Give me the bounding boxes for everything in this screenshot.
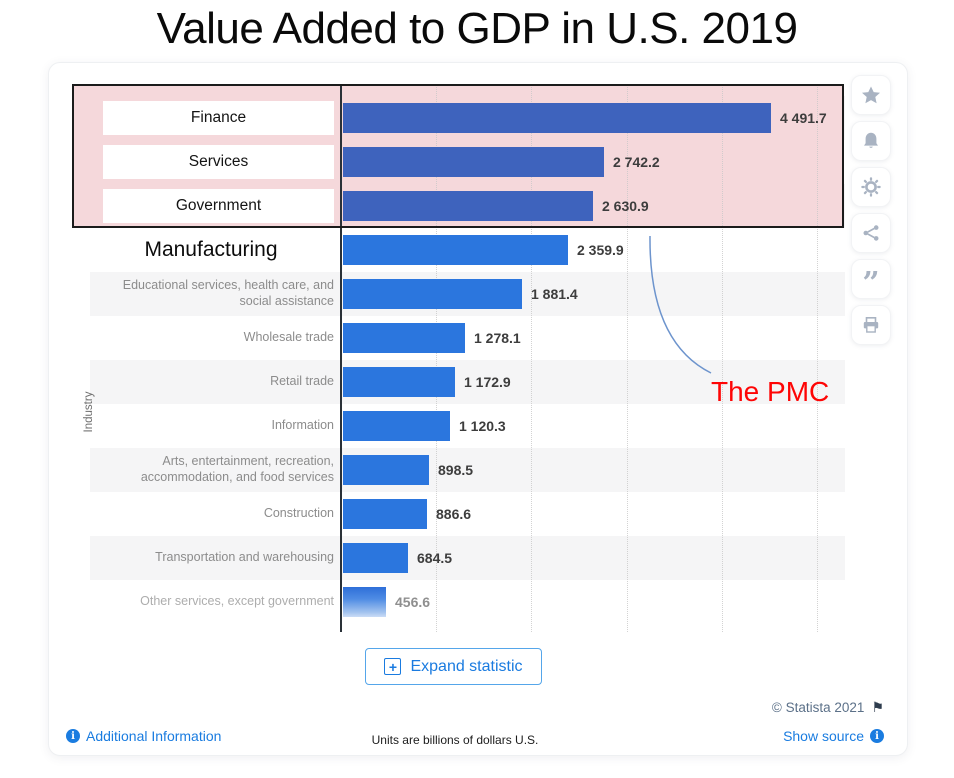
highlight-label-box: Finance	[103, 101, 334, 135]
bar[interactable]	[343, 147, 604, 177]
gridline	[436, 84, 437, 632]
value-label: 2 630.9	[602, 198, 649, 214]
category-label: Other services, except government	[140, 594, 334, 609]
bar[interactable]	[343, 235, 568, 265]
annotation-label: The PMC	[711, 376, 830, 407]
gridline	[817, 84, 818, 632]
bar[interactable]	[343, 367, 455, 397]
category-label: Manufacturing	[144, 237, 278, 261]
value-label: 1 278.1	[474, 330, 521, 346]
row-stripe	[90, 536, 845, 580]
bar[interactable]	[343, 279, 522, 309]
bar[interactable]	[343, 499, 427, 529]
alert-button[interactable]	[851, 121, 891, 161]
highlight-label-box: Services	[103, 145, 334, 179]
bar[interactable]	[343, 587, 386, 617]
settings-button[interactable]	[851, 167, 891, 207]
bar[interactable]	[343, 543, 408, 573]
value-label: 2 742.2	[613, 154, 660, 170]
star-icon	[862, 86, 880, 104]
page-title: Value Added to GDP in U.S. 2019	[156, 4, 798, 53]
copyright: © Statista 2021 ⚑	[772, 699, 884, 716]
value-label: 898.5	[438, 462, 474, 478]
highlight-label-box: Government	[103, 189, 334, 223]
bar[interactable]	[343, 455, 429, 485]
value-label: 1 881.4	[531, 286, 578, 302]
flag-icon: ⚑	[871, 699, 884, 715]
print-button[interactable]	[851, 305, 891, 345]
gridline	[531, 84, 532, 632]
category-label: Retail trade	[270, 374, 334, 389]
bar[interactable]	[343, 323, 465, 353]
value-label: 1 120.3	[459, 418, 506, 434]
bar[interactable]	[343, 103, 771, 133]
show-source-label: Show source	[783, 728, 864, 744]
expand-statistic-label: Expand statistic	[410, 657, 523, 675]
category-label: Wholesale trade	[243, 330, 334, 345]
value-label: 886.6	[436, 506, 472, 522]
row-stripe	[90, 448, 845, 492]
row-stripe	[90, 360, 845, 404]
expand-statistic-button[interactable]: + Expand statistic	[365, 648, 542, 685]
y-axis-line	[340, 84, 342, 632]
share-icon	[863, 225, 879, 241]
bell-icon	[864, 132, 878, 148]
printer-icon	[863, 317, 879, 333]
bar[interactable]	[343, 411, 450, 441]
gear-icon	[861, 177, 881, 197]
cite-button[interactable]: ”	[851, 259, 891, 299]
gridline	[627, 84, 628, 632]
copyright-text: © Statista 2021	[771, 700, 865, 715]
quote-icon: ”	[862, 266, 880, 301]
show-source-link[interactable]: Show source i	[783, 728, 884, 744]
category-label: Transportation and warehousing	[155, 550, 334, 565]
category-label: Construction	[263, 506, 334, 521]
value-label: 684.5	[417, 550, 453, 566]
value-label: 456.6	[395, 594, 431, 610]
gridline	[722, 84, 723, 632]
value-label: 4 491.7	[780, 110, 827, 126]
share-button[interactable]	[851, 213, 891, 253]
units-note: Units are billions of dollars U.S.	[371, 733, 539, 747]
category-label: Educational services, health care, and s…	[122, 278, 334, 308]
value-label: 2 359.9	[577, 242, 624, 258]
additional-information-link[interactable]: i Additional Information	[66, 728, 221, 744]
additional-information-label: Additional Information	[86, 728, 222, 744]
value-label: 1 172.9	[464, 374, 511, 390]
info-icon: i	[66, 729, 80, 743]
favorite-button[interactable]	[851, 75, 891, 115]
expand-plus-icon: +	[384, 658, 402, 675]
category-label: Arts, entertainment, recreation, accommo…	[140, 454, 334, 484]
category-label: Information	[271, 418, 334, 433]
info-icon: i	[870, 729, 884, 743]
bar[interactable]	[343, 191, 593, 221]
